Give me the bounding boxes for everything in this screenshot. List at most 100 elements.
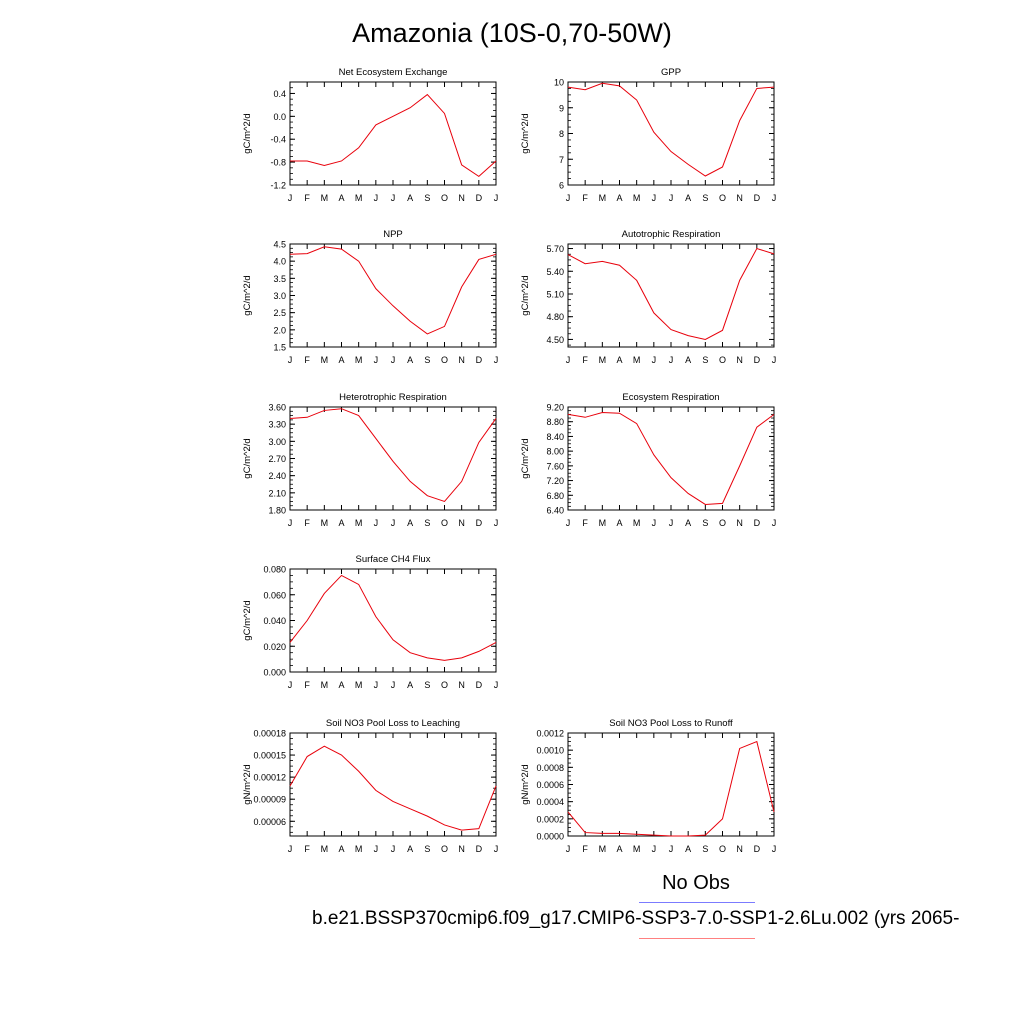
x-tick-label: O	[441, 193, 448, 203]
y-tick-label: 3.60	[268, 403, 286, 413]
x-tick-label: O	[719, 518, 726, 528]
y-tick-label: -1.2	[270, 181, 286, 191]
x-tick-label: J	[288, 680, 293, 690]
x-tick-label: A	[338, 844, 344, 854]
x-tick-label: F	[582, 355, 588, 365]
x-tick-label: M	[321, 844, 329, 854]
y-tick-label: 2.40	[268, 471, 286, 481]
x-tick-label: M	[599, 355, 607, 365]
y-tick-label: 0.00015	[253, 751, 286, 761]
y-tick-label: 4.0	[273, 257, 286, 267]
x-tick-label: M	[321, 355, 329, 365]
panel-title: Net Ecosystem Exchange	[339, 67, 448, 78]
y-tick-label: -0.8	[270, 158, 286, 168]
x-tick-label: A	[685, 355, 691, 365]
x-tick-label: M	[599, 193, 607, 203]
y-tick-label: 4.80	[546, 312, 564, 322]
figure-title: Amazonia (10S-0,70-50W)	[352, 18, 672, 48]
x-tick-label: J	[288, 518, 293, 528]
y-tick-label: 5.10	[546, 289, 564, 299]
x-tick-label: J	[669, 518, 674, 528]
y-tick-label: 0.0008	[536, 763, 564, 773]
panel-8: Soil NO3 Pool Loss to Leaching gN/m^2/d J F…	[242, 718, 498, 854]
x-tick-label: D	[754, 844, 761, 854]
y-tick-label: 0.060	[263, 590, 286, 600]
x-tick-label: J	[391, 844, 396, 854]
y-tick-label: 0.0000	[536, 832, 564, 842]
x-tick-label: D	[754, 518, 761, 528]
x-tick-label: O	[719, 844, 726, 854]
series-line	[289, 745, 497, 831]
x-tick-label: J	[391, 680, 396, 690]
y-tick-label: 1.5	[273, 343, 286, 353]
x-tick-label: M	[355, 844, 363, 854]
x-tick-label: J	[652, 844, 657, 854]
x-tick-label: M	[633, 844, 641, 854]
series-line	[290, 93, 497, 178]
y-tick-label: 10	[554, 78, 564, 88]
y-axis-label: gC/m^2/d	[520, 275, 531, 315]
plot-frame	[289, 81, 497, 186]
y-axis-label: gC/m^2/d	[242, 438, 253, 478]
plot-frame	[567, 732, 775, 837]
x-tick-label: M	[633, 193, 641, 203]
x-tick-label: F	[582, 844, 588, 854]
y-tick-label: 0.0004	[536, 797, 564, 807]
x-tick-label: S	[702, 355, 708, 365]
y-tick-label: 0.000	[263, 668, 286, 678]
x-tick-label: J	[772, 844, 777, 854]
y-axis-label: gC/m^2/d	[242, 113, 253, 153]
x-tick-label: J	[652, 518, 657, 528]
x-tick-label: N	[458, 680, 465, 690]
series-line	[567, 247, 775, 340]
y-tick-label: 9	[559, 103, 564, 113]
y-tick-label: 4.5	[273, 240, 286, 250]
x-tick-label: O	[441, 844, 448, 854]
y-axis-label: gC/m^2/d	[520, 113, 531, 153]
x-tick-label: M	[599, 844, 607, 854]
x-tick-label: J	[374, 680, 379, 690]
y-tick-label: 2.10	[268, 488, 286, 498]
x-tick-label: A	[407, 193, 413, 203]
x-tick-label: A	[407, 680, 413, 690]
x-tick-label: J	[391, 355, 396, 365]
x-tick-label: J	[494, 844, 499, 854]
panel-title: Soil NO3 Pool Loss to Runoff	[609, 718, 733, 729]
y-tick-label: 8.80	[546, 417, 564, 427]
x-tick-label: J	[772, 193, 777, 203]
x-tick-label: N	[458, 355, 465, 365]
x-tick-label: J	[652, 355, 657, 365]
y-tick-label: 4.50	[546, 335, 564, 345]
x-tick-label: S	[424, 193, 430, 203]
series-line	[567, 82, 775, 177]
panel-title: NPP	[383, 229, 403, 240]
y-tick-label: 0.0010	[536, 746, 564, 756]
y-axis-label: gC/m^2/d	[242, 600, 253, 640]
series-line	[567, 740, 775, 837]
x-tick-label: S	[702, 193, 708, 203]
x-tick-label: A	[616, 844, 622, 854]
x-tick-label: M	[633, 518, 641, 528]
y-tick-label: 7.20	[546, 476, 564, 486]
x-tick-label: J	[566, 518, 571, 528]
x-tick-label: J	[288, 193, 293, 203]
x-tick-label: A	[338, 193, 344, 203]
x-tick-label: D	[476, 193, 483, 203]
x-tick-label: J	[669, 355, 674, 365]
x-tick-label: J	[652, 193, 657, 203]
y-tick-label: 0.020	[263, 642, 286, 652]
y-axis-label: gC/m^2/d	[520, 438, 531, 478]
x-tick-label: J	[288, 355, 293, 365]
series-line	[567, 412, 775, 505]
legend-obs-swatch	[639, 902, 755, 903]
x-tick-label: J	[566, 355, 571, 365]
x-tick-label: S	[424, 355, 430, 365]
x-tick-label: D	[754, 355, 761, 365]
x-tick-label: J	[494, 355, 499, 365]
y-tick-label: 0.4	[273, 89, 286, 99]
